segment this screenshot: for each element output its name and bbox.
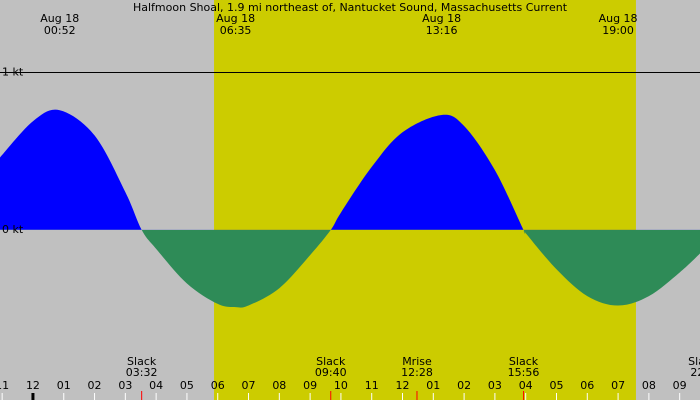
event-time: 12:28 (401, 366, 433, 379)
x-tick-label: 06 (580, 379, 594, 392)
event-label: Slack (509, 355, 539, 368)
event-label: Slack (688, 355, 700, 368)
extreme-time: 13:16 (426, 24, 458, 37)
x-tick-label: 11 (365, 379, 379, 392)
extreme-date: Aug 18 (216, 12, 255, 25)
x-tick-label: 10 (334, 379, 348, 392)
flood-area (0, 109, 700, 230)
y-tick-label: 1 kt (2, 65, 24, 78)
event-label: Slack (316, 355, 346, 368)
x-tick-label: 03 (118, 379, 132, 392)
chart-title: Halfmoon Shoal, 1.9 mi northeast of, Nan… (133, 1, 568, 14)
event-time: 09:40 (315, 366, 347, 379)
x-tick-label: 11 (0, 379, 9, 392)
x-tick-label: 04 (149, 379, 163, 392)
x-tick-label: 01 (57, 379, 71, 392)
event-time: 22:1 (690, 366, 700, 379)
x-tick-label: 04 (519, 379, 533, 392)
extreme-date: Aug 18 (40, 12, 79, 25)
x-tick-label: 01 (426, 379, 440, 392)
ebb-area (141, 229, 700, 308)
event-time: 15:56 (508, 366, 540, 379)
x-tick-label: 02 (457, 379, 471, 392)
x-tick-label: 03 (488, 379, 502, 392)
extreme-date: Aug 18 (599, 12, 638, 25)
extreme-time: 19:00 (602, 24, 634, 37)
event-time: 03:32 (126, 366, 158, 379)
x-tick-label: 07 (242, 379, 256, 392)
x-tick-label: 07 (611, 379, 625, 392)
x-tick-label: 12 (26, 379, 40, 392)
x-tick-label: 12 (396, 379, 410, 392)
event-label: Mrise (402, 355, 432, 368)
x-tick-label: 08 (642, 379, 656, 392)
extreme-time: 00:52 (44, 24, 76, 37)
extreme-time: 06:35 (220, 24, 252, 37)
x-tick-label: 02 (88, 379, 102, 392)
extreme-date: Aug 18 (422, 12, 461, 25)
event-label: Slack (127, 355, 157, 368)
x-tick-label: 06 (211, 379, 225, 392)
x-tick-label: 05 (549, 379, 563, 392)
x-tick-label: 09 (673, 379, 687, 392)
y-tick-label: 0 kt (2, 223, 24, 236)
x-tick-label: 09 (303, 379, 317, 392)
x-tick-label: 08 (272, 379, 286, 392)
x-tick-label: 05 (180, 379, 194, 392)
